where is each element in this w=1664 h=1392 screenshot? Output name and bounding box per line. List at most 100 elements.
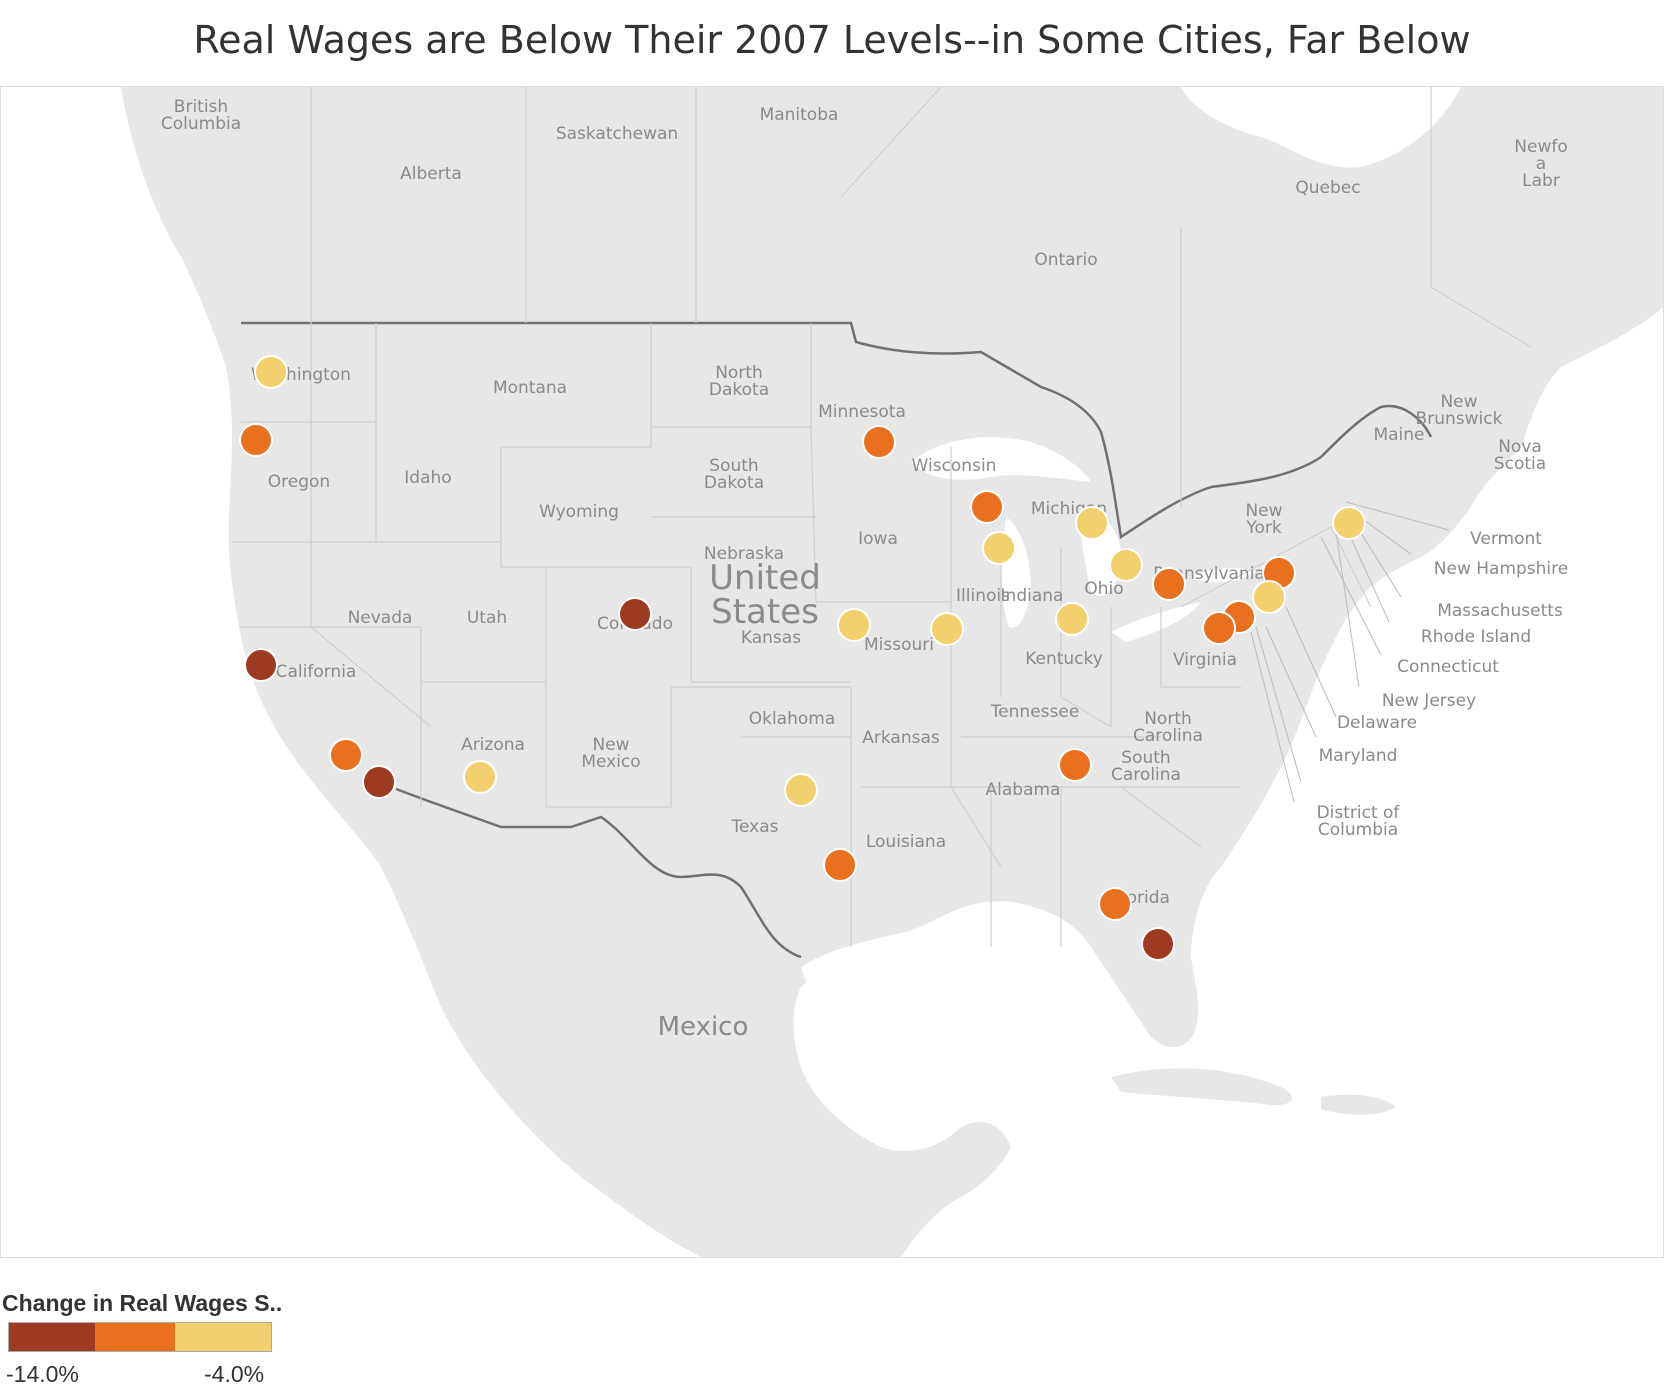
region-label: Indiana bbox=[1001, 586, 1064, 606]
region-label: Wyoming bbox=[539, 502, 619, 522]
country-label: United States bbox=[709, 558, 821, 632]
region-label: Mexico bbox=[658, 1012, 749, 1042]
city-marker-yellow[interactable] bbox=[463, 760, 497, 794]
chart-title: Real Wages are Below Their 2007 Levels--… bbox=[193, 18, 1471, 62]
region-label: South Dakota bbox=[704, 456, 764, 493]
region-label: Oregon bbox=[268, 472, 330, 492]
callout-label: Rhode Island bbox=[1421, 627, 1531, 647]
region-label: California bbox=[276, 662, 357, 682]
region-label: Maine bbox=[1373, 425, 1424, 445]
city-marker-orange[interactable] bbox=[970, 490, 1004, 524]
region-label: North Dakota bbox=[709, 363, 769, 400]
region-label: Ohio bbox=[1084, 579, 1123, 599]
legend-max-label: -4.0% bbox=[204, 1361, 265, 1387]
legend-bin-dark bbox=[9, 1323, 95, 1351]
legend-bin-yellow bbox=[175, 1323, 271, 1351]
hudson-bay bbox=[1181, 87, 1461, 168]
region-label: Saskatchewan bbox=[556, 124, 678, 144]
city-marker-orange[interactable] bbox=[823, 848, 857, 882]
region-label: Arizona bbox=[461, 735, 525, 755]
state-boundaries bbox=[231, 323, 1372, 947]
callout-leaders bbox=[1250, 501, 1450, 803]
region-label: New York bbox=[1245, 501, 1282, 538]
region-label: Newfo a Labr bbox=[1514, 137, 1567, 191]
city-marker-yellow[interactable] bbox=[784, 773, 818, 807]
city-markers bbox=[239, 355, 1366, 961]
city-marker-yellow[interactable] bbox=[1055, 602, 1089, 636]
city-marker-orange[interactable] bbox=[1098, 887, 1132, 921]
region-label: Manitoba bbox=[760, 105, 839, 125]
callout-label: New Jersey bbox=[1382, 691, 1476, 711]
region-label: New Brunswick bbox=[1416, 392, 1503, 429]
region-label: Louisiana bbox=[866, 832, 946, 852]
region-label: Wisconsin bbox=[912, 456, 997, 476]
legend-title: Change in Real Wages S.. bbox=[2, 1290, 283, 1316]
region-label: Missouri bbox=[864, 635, 934, 655]
region-label: New Mexico bbox=[581, 735, 640, 772]
callout-label: District of Columbia bbox=[1317, 803, 1401, 840]
city-marker-orange[interactable] bbox=[1202, 611, 1236, 645]
city-marker-yellow[interactable] bbox=[930, 612, 964, 646]
city-marker-orange[interactable] bbox=[239, 423, 273, 457]
region-label: Kansas bbox=[741, 628, 801, 648]
region-label: Iowa bbox=[858, 529, 898, 549]
city-marker-yellow[interactable] bbox=[1332, 506, 1366, 540]
region-label: Arkansas bbox=[862, 728, 940, 748]
city-marker-dark[interactable] bbox=[618, 597, 652, 631]
region-label: Ontario bbox=[1034, 250, 1097, 270]
region-label: Nevada bbox=[348, 608, 413, 628]
city-marker-orange[interactable] bbox=[1058, 748, 1092, 782]
region-label: Nebraska bbox=[704, 544, 784, 564]
region-label: Kentucky bbox=[1025, 649, 1103, 669]
region-label: Idaho bbox=[404, 468, 451, 488]
region-label: Minnesota bbox=[818, 402, 906, 422]
city-marker-yellow[interactable] bbox=[1109, 548, 1143, 582]
region-label: North Carolina bbox=[1133, 709, 1203, 746]
legend-bin-orange bbox=[95, 1323, 175, 1351]
city-marker-yellow[interactable] bbox=[1075, 506, 1109, 540]
color-legend[interactable] bbox=[8, 1322, 272, 1352]
region-label: Utah bbox=[467, 608, 507, 628]
region-label: Quebec bbox=[1295, 178, 1360, 198]
lake-ontario bbox=[1191, 567, 1256, 583]
region-label: Montana bbox=[493, 378, 567, 398]
cuba bbox=[1111, 1068, 1292, 1106]
city-marker-orange[interactable] bbox=[329, 738, 363, 772]
legend-min-label: -14.0% bbox=[6, 1361, 79, 1387]
city-marker-dark[interactable] bbox=[244, 648, 278, 682]
region-label: Alberta bbox=[400, 164, 462, 184]
hispaniola bbox=[1321, 1094, 1396, 1115]
us-mexico-border bbox=[395, 787, 802, 959]
gulf-of-mexico bbox=[801, 923, 1115, 1107]
province-boundaries bbox=[310, 87, 1532, 507]
region-label: Texas bbox=[731, 817, 779, 837]
region-label: Illinois bbox=[956, 586, 1010, 606]
region-label: Oklahoma bbox=[749, 709, 836, 729]
callout-label: Connecticut bbox=[1397, 657, 1499, 677]
callout-label: Maryland bbox=[1319, 746, 1398, 766]
city-marker-dark[interactable] bbox=[362, 765, 396, 799]
pacific-ocean bbox=[1, 87, 701, 1257]
map-view[interactable]: British Columbia Alberta Saskatchewan Manito… bbox=[0, 86, 1664, 1258]
region-label: Virginia bbox=[1173, 650, 1237, 670]
callout-label: Massachusetts bbox=[1437, 601, 1563, 621]
map-canvas[interactable]: British Columbia Alberta Saskatchewan Manito… bbox=[1, 87, 1663, 1257]
region-label: British Columbia bbox=[161, 97, 241, 134]
region-label: Nova Scotia bbox=[1494, 437, 1546, 474]
us-border bbox=[241, 321, 1433, 540]
city-marker-yellow[interactable] bbox=[1252, 580, 1286, 614]
city-marker-dark[interactable] bbox=[1141, 927, 1175, 961]
region-label: Tennessee bbox=[990, 702, 1080, 722]
callout-label: Vermont bbox=[1470, 529, 1542, 549]
region-label: South Carolina bbox=[1111, 748, 1181, 785]
city-marker-orange[interactable] bbox=[862, 425, 896, 459]
lake-superior bbox=[911, 437, 1091, 482]
callout-label: New Hampshire bbox=[1434, 559, 1568, 579]
city-marker-orange[interactable] bbox=[1152, 567, 1186, 601]
city-marker-yellow[interactable] bbox=[982, 531, 1016, 565]
region-label: Alabama bbox=[986, 780, 1061, 800]
city-marker-yellow[interactable] bbox=[254, 355, 288, 389]
callout-label: Delaware bbox=[1337, 713, 1417, 733]
city-marker-yellow[interactable] bbox=[837, 608, 871, 642]
lake-erie bbox=[1111, 602, 1201, 642]
